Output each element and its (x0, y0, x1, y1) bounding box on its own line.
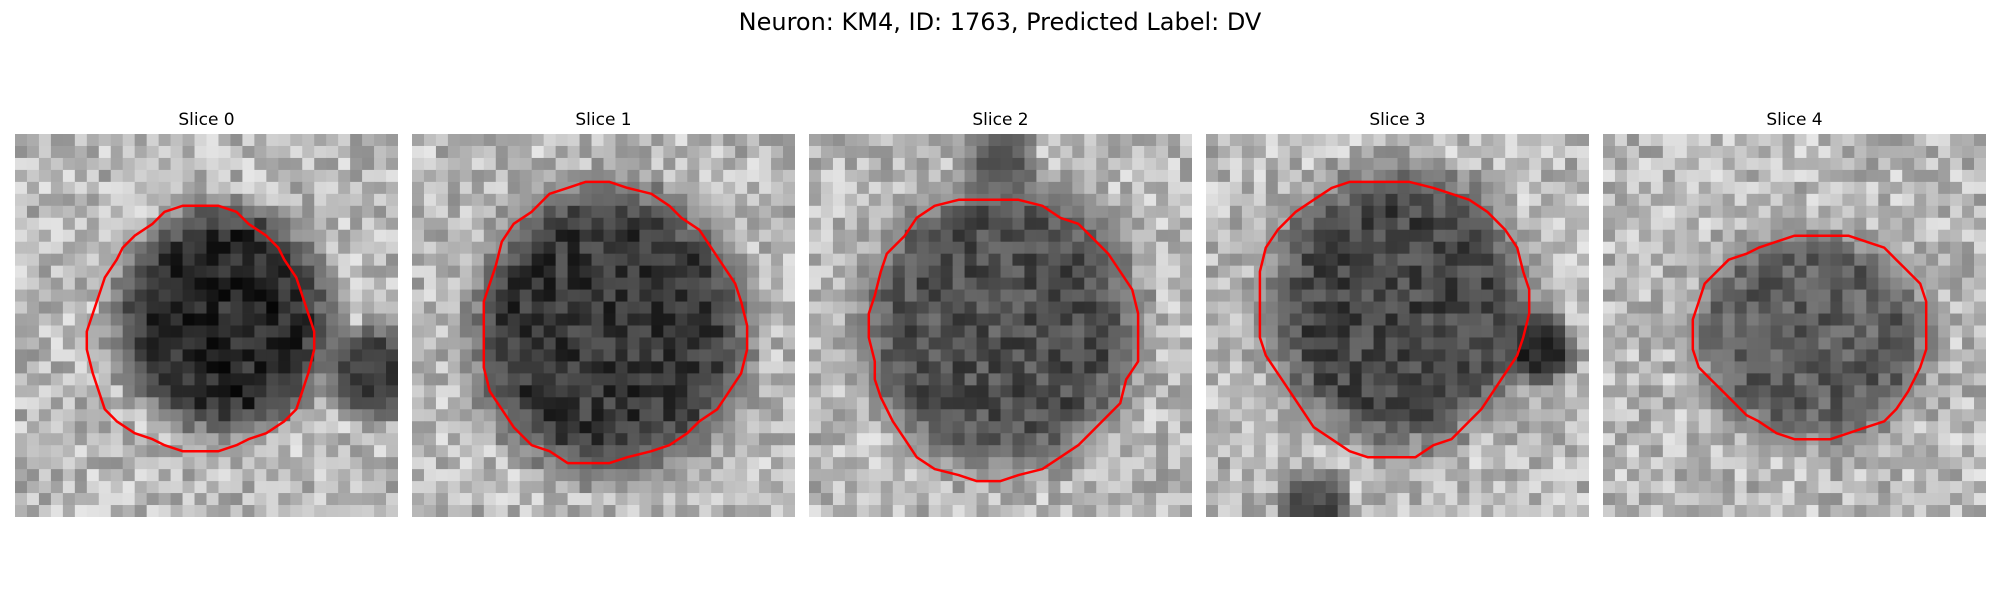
neuron-contour (482, 180, 749, 465)
slice-title: Slice 3 (1369, 110, 1426, 130)
slice-title: Slice 0 (178, 110, 235, 130)
slice-image-0 (15, 134, 398, 517)
pixel-grid (809, 134, 1192, 517)
slice-image-1 (412, 134, 795, 517)
neuron-contour (867, 198, 1140, 483)
slice-title: Slice 2 (972, 110, 1029, 130)
slice-panel-1: Slice 1 (412, 108, 795, 517)
slice-image-4 (1603, 134, 1986, 517)
slice-panel-3: Slice 3 (1206, 108, 1589, 517)
neuron-contour (1258, 180, 1531, 459)
slice-image-2 (809, 134, 1192, 517)
pixel-grid (15, 134, 398, 517)
pixel-grid (1206, 134, 1589, 517)
figure-title: Neuron: KM4, ID: 1763, Predicted Label: … (738, 8, 1262, 36)
pixel-grid (412, 134, 795, 517)
neuron-contour (85, 204, 316, 453)
pixel-grid (1603, 134, 1986, 517)
slice-panel-4: Slice 4 (1603, 108, 1986, 517)
slice-title: Slice 4 (1766, 110, 1823, 130)
slice-image-3 (1206, 134, 1589, 517)
neuron-contour (1691, 234, 1928, 441)
slice-title: Slice 1 (575, 110, 632, 130)
slice-panel-0: Slice 0 (15, 108, 398, 517)
slice-panel-2: Slice 2 (809, 108, 1192, 517)
